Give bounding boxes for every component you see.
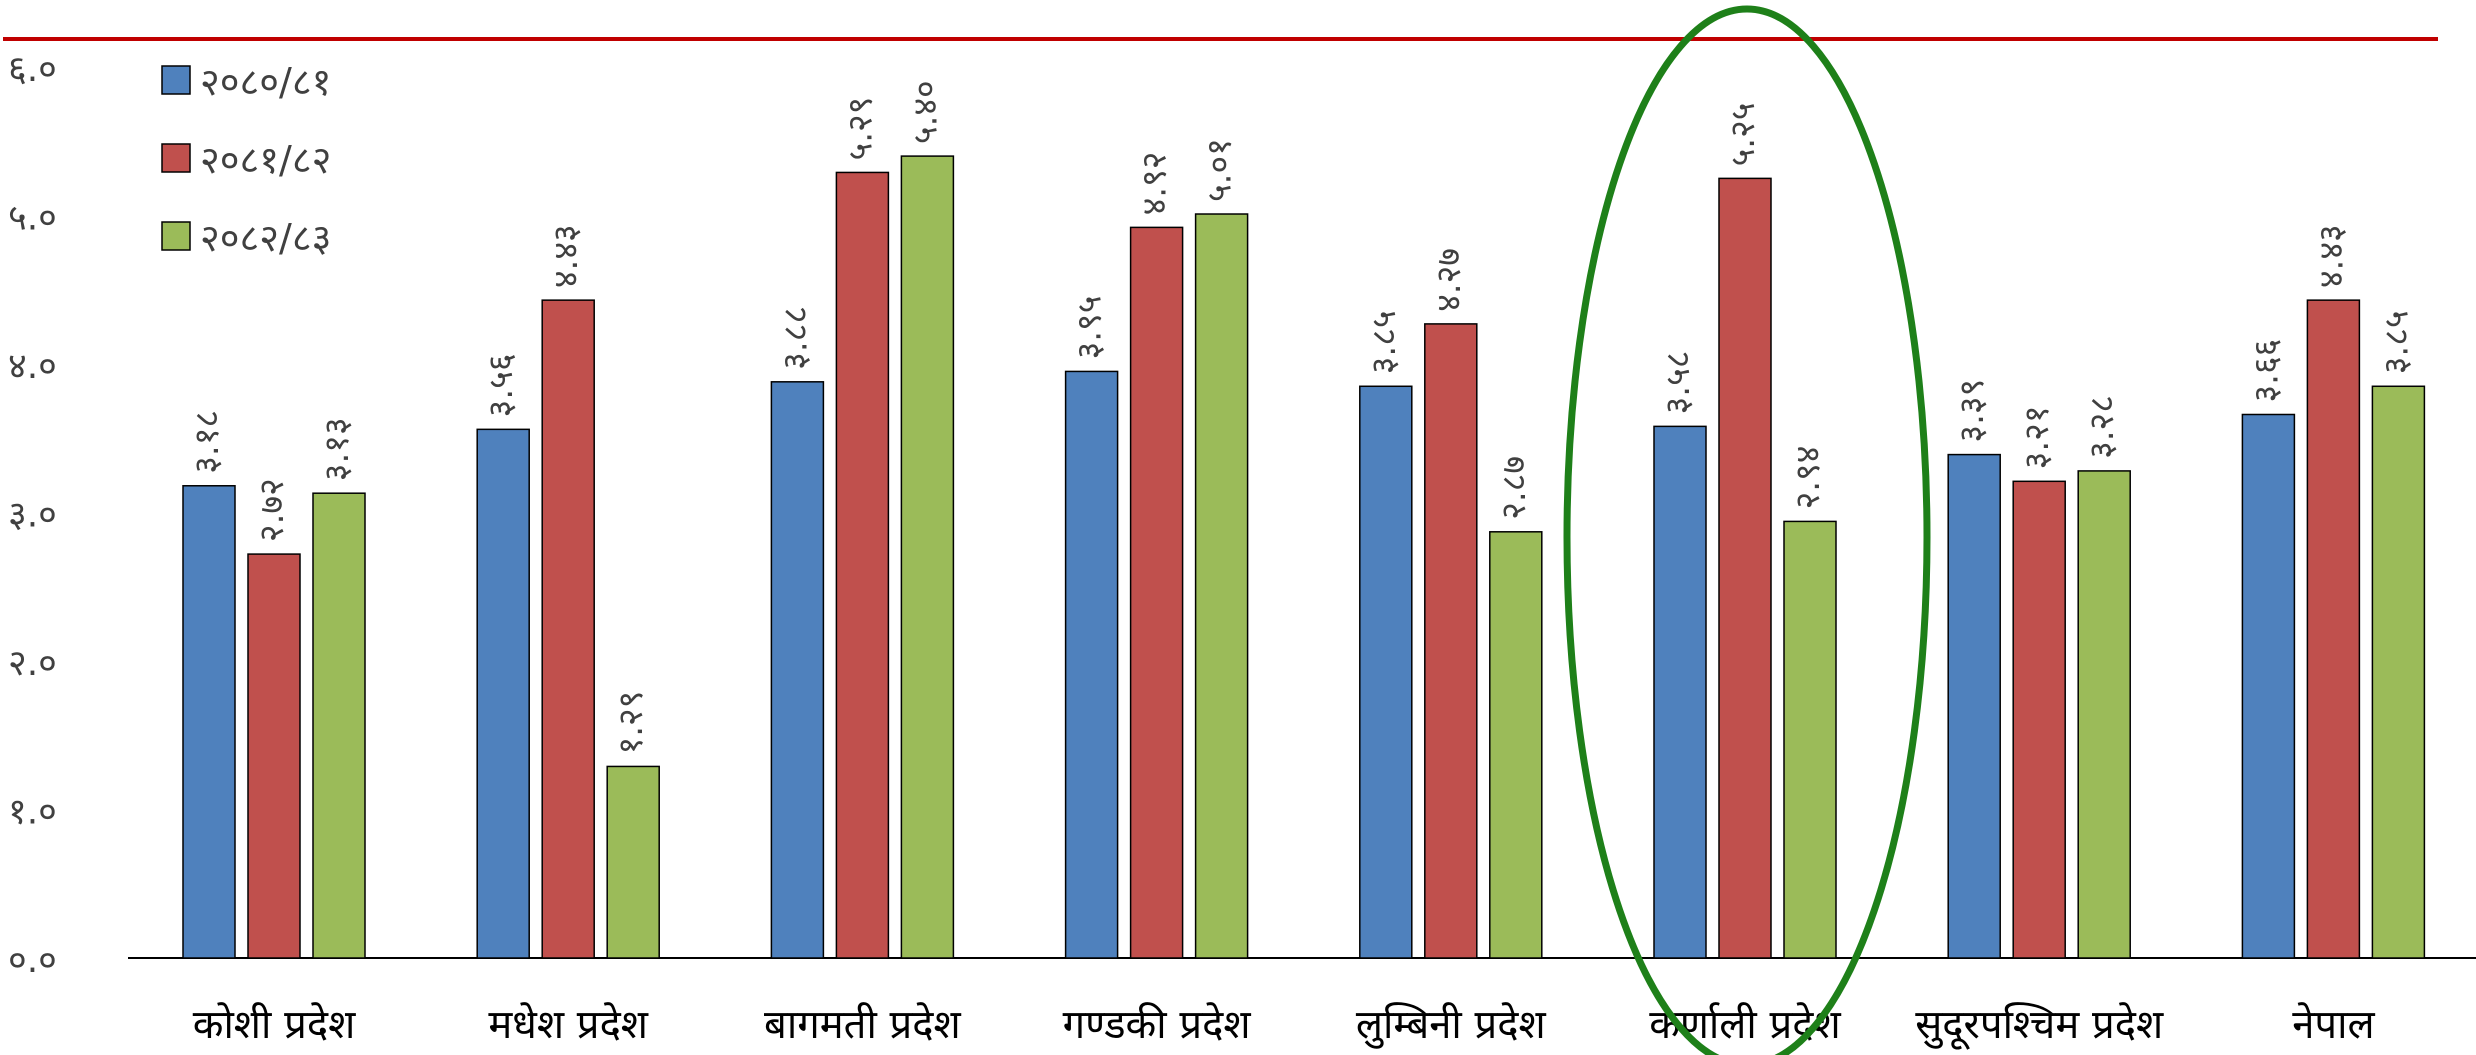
- data-label: ३.९५: [1070, 296, 1110, 360]
- data-label: २.८७: [1494, 456, 1534, 520]
- bar: [1947, 453, 2001, 959]
- bar: [1489, 531, 1543, 959]
- category-label: कोशी प्रदेश: [193, 1002, 356, 1048]
- bar: [2012, 480, 2066, 959]
- bar: [182, 485, 236, 959]
- data-label: ३.१३: [317, 417, 357, 481]
- category-label: बागमती प्रदेश: [764, 1002, 962, 1048]
- bar: [2077, 470, 2131, 959]
- y-tick-label: ३.०: [8, 495, 57, 536]
- legend-swatch: [161, 143, 191, 173]
- y-tick-label: ६.०: [8, 49, 57, 90]
- data-label: ५.४०: [905, 80, 945, 144]
- data-label: ३.३९: [1952, 379, 1992, 443]
- category-label: लुम्बिनी प्रदेश: [1356, 1002, 1547, 1049]
- data-label: १.२९: [611, 691, 651, 755]
- bar: [247, 553, 301, 959]
- bar: [1359, 385, 1413, 959]
- data-label: ४.२७: [1429, 248, 1469, 312]
- data-label: ३.८५: [2376, 310, 2416, 374]
- y-tick-label: ४.०: [8, 346, 57, 387]
- data-label: ३.१८: [187, 410, 227, 474]
- category-label: मधेश प्रदेश: [488, 1002, 648, 1048]
- y-tick-label: २.०: [8, 643, 57, 684]
- bar: [606, 765, 660, 959]
- data-label: ४.४३: [546, 224, 586, 288]
- legend-swatch: [161, 65, 191, 95]
- legend-swatch: [161, 221, 191, 251]
- bar: [541, 299, 595, 959]
- bar: [770, 381, 825, 959]
- data-label: ३.२८: [2082, 395, 2122, 459]
- data-label: ४.४३: [2311, 224, 2351, 288]
- bar: [1064, 370, 1119, 959]
- bar: [2306, 299, 2361, 959]
- data-label: ३.५८: [1658, 351, 1698, 415]
- highlight-ellipse: [1563, 5, 1931, 1055]
- y-tick-label: १.०: [8, 792, 57, 833]
- data-label: ५.२५: [1723, 103, 1763, 167]
- category-label: सुदूरपश्चिम प्रदेश: [1915, 1002, 2164, 1050]
- category-label: गण्डकी प्रदेश: [1063, 1002, 1252, 1048]
- data-label: ३.८५: [1364, 310, 1404, 374]
- data-label: ३.५६: [481, 353, 521, 417]
- bar: [1194, 213, 1249, 959]
- bar: [1424, 323, 1478, 959]
- legend-label: २०८०/८१: [200, 60, 331, 104]
- bar: [2371, 385, 2426, 959]
- bar: [1129, 226, 1184, 959]
- data-label: ५.०१: [1200, 138, 1240, 202]
- bar: [900, 155, 955, 959]
- category-label: नेपाल: [2292, 1002, 2375, 1048]
- bar: [312, 492, 366, 959]
- y-tick-label: ५.०: [8, 198, 57, 239]
- data-label: ४.९२: [1135, 152, 1175, 216]
- data-label: ३.८८: [775, 306, 815, 370]
- bar: [2241, 413, 2296, 959]
- bar: [1718, 177, 1772, 959]
- bar: [835, 171, 890, 959]
- data-label: २.७२: [252, 478, 292, 542]
- bar: [1653, 425, 1707, 959]
- data-label: ५.२९: [840, 97, 880, 161]
- bar: [1783, 520, 1837, 959]
- data-label: ३.२१: [2017, 405, 2057, 469]
- data-label: २.९४: [1788, 446, 1828, 510]
- y-tick-label: ०.०: [8, 940, 57, 981]
- legend-label: २०८१/८२: [200, 138, 331, 182]
- data-label: ३.६६: [2246, 339, 2286, 403]
- legend-label: २०८२/८३: [200, 216, 331, 260]
- bar: [476, 428, 530, 959]
